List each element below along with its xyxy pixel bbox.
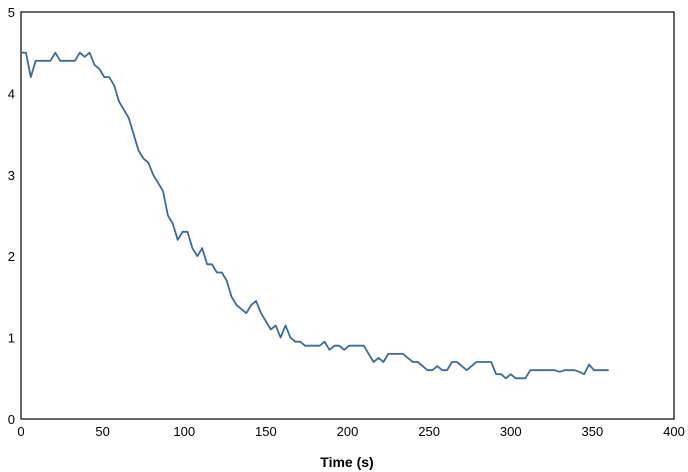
x-tick-label: 300 bbox=[500, 424, 522, 439]
x-axis-title: Time (s) bbox=[320, 454, 373, 470]
x-tick-label: 0 bbox=[17, 424, 24, 439]
x-tick-label: 250 bbox=[418, 424, 440, 439]
y-tick-label: 0 bbox=[8, 412, 15, 427]
x-tick-label: 400 bbox=[663, 424, 685, 439]
y-axis-tick-labels: 0 1 2 3 4 5 bbox=[8, 5, 15, 427]
x-tick-label: 350 bbox=[582, 424, 604, 439]
x-tick-label: 150 bbox=[255, 424, 277, 439]
x-tick-label: 50 bbox=[95, 424, 109, 439]
y-tick-label: 2 bbox=[8, 249, 15, 264]
y-tick-label: 3 bbox=[8, 168, 15, 183]
x-axis-tick-labels: 0 50 100 150 200 250 300 350 400 bbox=[17, 424, 684, 439]
series-line bbox=[21, 51, 609, 380]
y-tick-label: 4 bbox=[8, 86, 15, 101]
plot-area-frame bbox=[20, 11, 675, 420]
x-tick-label: 200 bbox=[337, 424, 359, 439]
x-tick-label: 100 bbox=[173, 424, 195, 439]
y-tick-label: 1 bbox=[8, 331, 15, 346]
y-tick-label: 5 bbox=[8, 5, 15, 20]
